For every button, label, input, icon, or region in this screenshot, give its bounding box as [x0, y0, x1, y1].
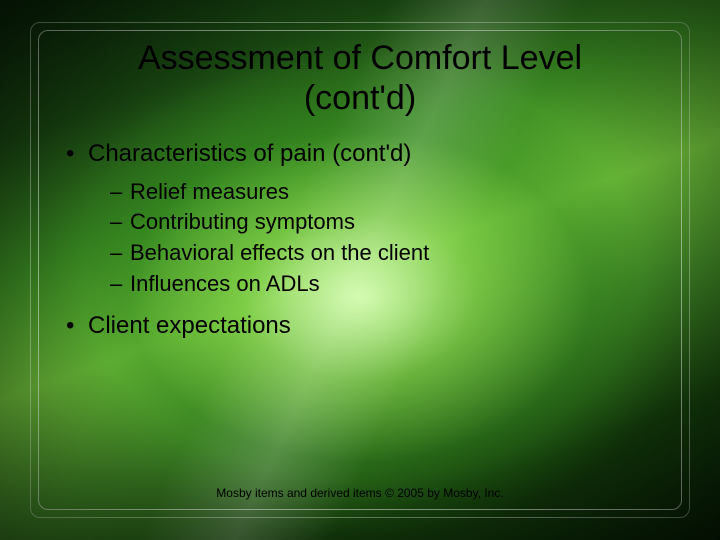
bullet-item: Characteristics of pain (cont'd) Relief …	[88, 138, 660, 300]
bullet-text: Characteristics of pain (cont'd)	[88, 140, 411, 167]
slide-title: Assessment of Comfort Level (cont'd)	[60, 38, 660, 118]
title-line-1: Assessment of Comfort Level	[138, 39, 582, 77]
sub-bullet-list: Relief measures Contributing symptoms Be…	[88, 177, 660, 300]
slide-content: Assessment of Comfort Level (cont'd) Cha…	[60, 38, 660, 480]
sub-bullet-item: Behavioral effects on the client	[130, 238, 660, 269]
sub-bullet-item: Influences on ADLs	[130, 269, 660, 300]
bullet-item: Client expectations	[88, 310, 660, 342]
bullet-text: Client expectations	[88, 312, 291, 339]
slide: Assessment of Comfort Level (cont'd) Cha…	[0, 0, 720, 540]
title-line-2: (cont'd)	[304, 79, 416, 117]
slide-footer: Mosby items and derived items © 2005 by …	[0, 486, 720, 500]
sub-bullet-item: Contributing symptoms	[130, 207, 660, 238]
sub-bullet-item: Relief measures	[130, 177, 660, 208]
slide-body: Characteristics of pain (cont'd) Relief …	[60, 138, 660, 342]
bullet-list: Characteristics of pain (cont'd) Relief …	[60, 138, 660, 342]
